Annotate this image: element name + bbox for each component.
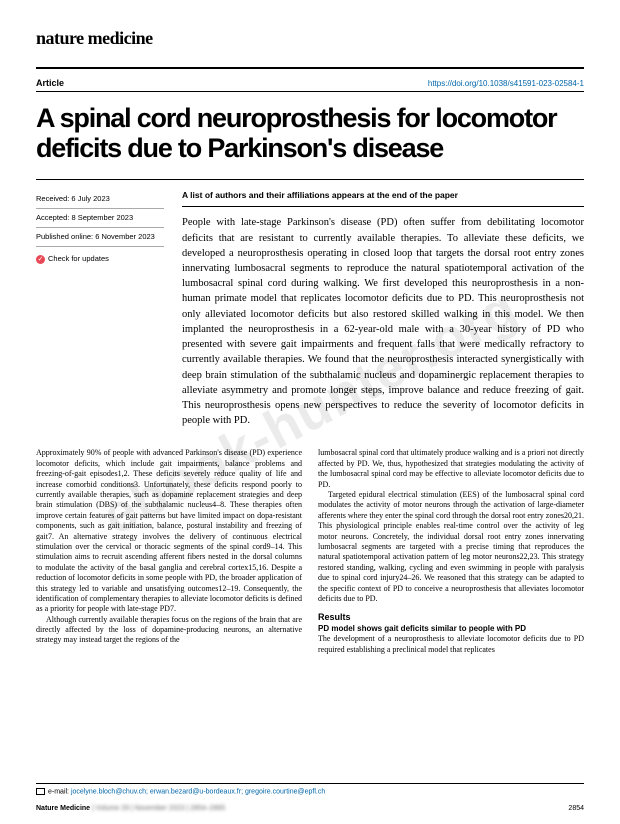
body-para: lumbosacral spinal cord that ultimately … [318,448,584,490]
email-label: e-mail: [48,788,71,795]
rule-thick [36,67,584,69]
body-para: Approximately 90% of people with advance… [36,448,302,614]
email-icon [36,788,45,795]
email-row: e-mail: jocelyne.bloch@chuv.ch; erwan.be… [36,788,584,795]
rule-thin [36,91,584,92]
check-updates[interactable]: ✓Check for updates [36,247,164,268]
published-date: Published online: 6 November 2023 [36,228,164,247]
body-column-left: Approximately 90% of people with advance… [36,448,302,655]
page-footer: e-mail: jocelyne.bloch@chuv.ch; erwan.be… [36,783,584,812]
authors-note: A list of authors and their affiliations… [182,190,584,207]
body-para: Although currently available therapies f… [36,615,302,646]
body-column-right: lumbosacral spinal cord that ultimately … [318,448,584,655]
page-number: 2854 [568,805,584,812]
footer-bottom: Nature Medicine | Volume 29 | November 2… [36,805,584,812]
abstract-text: People with late-stage Parkinson's disea… [182,215,584,428]
subsection-heading: PD model shows gait deficits similar to … [318,624,584,634]
footer-volume-info: | Volume 29 | November 2023 | 2854–2865 [90,805,225,812]
body-para: The development of a neuroprosthesis to … [318,634,584,655]
meta-column: Received: 6 July 2023 Accepted: 8 Septem… [36,190,164,428]
results-heading: Results [318,612,584,624]
body-para: Targeted epidural electrical stimulation… [318,490,584,604]
rule-thin-2 [36,179,584,180]
email-links[interactable]: jocelyne.bloch@chuv.ch; erwan.bezard@u-b… [71,788,325,795]
check-icon: ✓ [36,255,45,264]
meta-abstract-row: Received: 6 July 2023 Accepted: 8 Septem… [36,190,584,428]
abstract-column: A list of authors and their affiliations… [182,190,584,428]
header-row: Article https://doi.org/10.1038/s41591-0… [36,75,584,91]
journal-name: nature medicine [36,28,584,49]
doi-link[interactable]: https://doi.org/10.1038/s41591-023-02584… [428,79,584,88]
received-date: Received: 6 July 2023 [36,190,164,209]
footer-journal-name: Nature Medicine [36,805,90,812]
article-title: A spinal cord neuroprosthesis for locomo… [36,104,584,163]
body-columns: Approximately 90% of people with advance… [36,448,584,655]
footer-journal-line: Nature Medicine | Volume 29 | November 2… [36,805,225,812]
footer-rule [36,783,584,784]
check-updates-label: Check for updates [48,254,109,263]
accepted-date: Accepted: 8 September 2023 [36,209,164,228]
page-container: nature medicine Article https://doi.org/… [0,0,620,655]
article-label: Article [36,78,64,88]
